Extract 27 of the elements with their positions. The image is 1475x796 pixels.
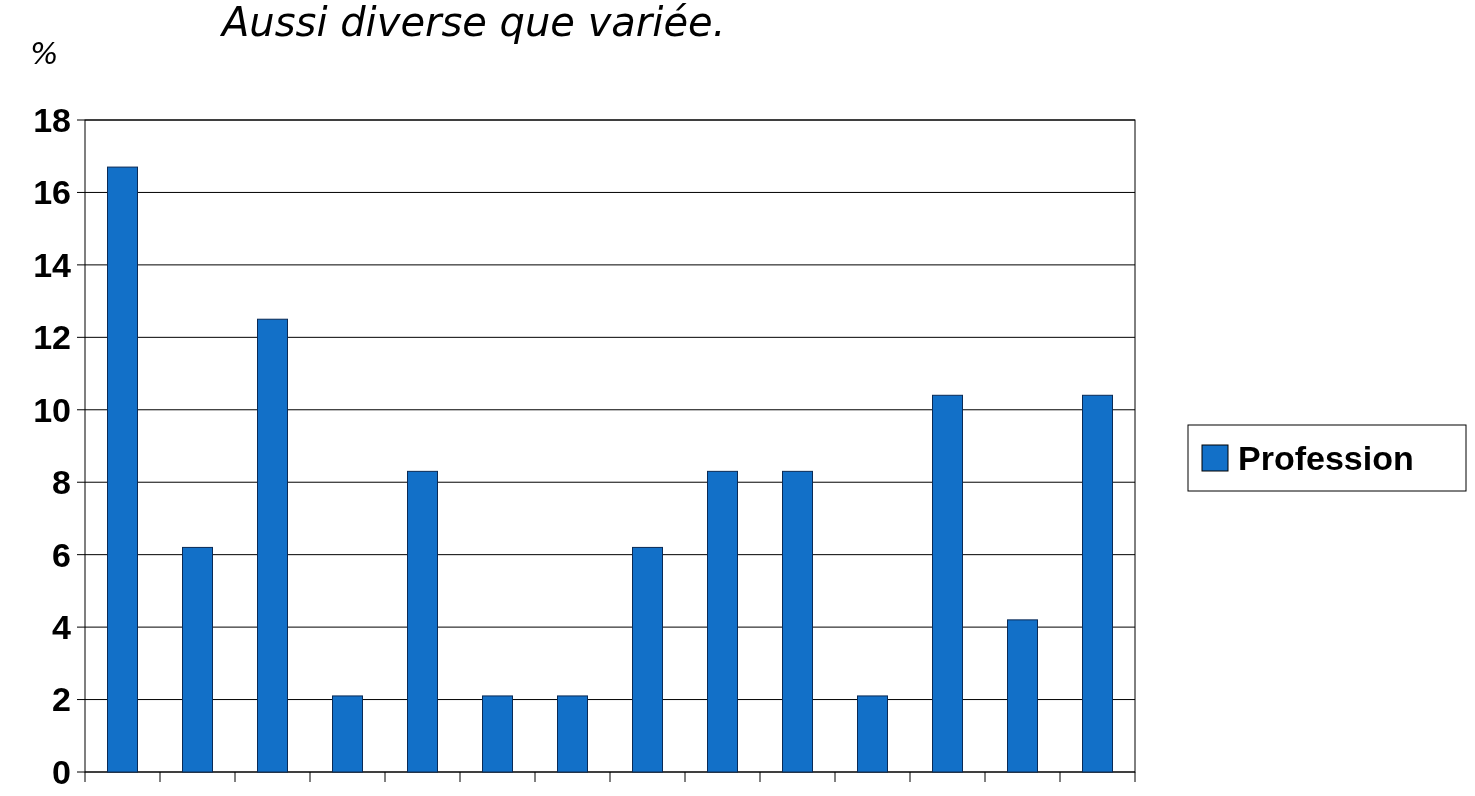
bar — [632, 546, 663, 773]
bar — [482, 695, 513, 773]
bar — [707, 470, 738, 773]
chart-title: Aussi diverse que variée. — [219, 0, 726, 45]
y-tick-label: 2 — [52, 680, 71, 719]
y-tick-label: 6 — [52, 535, 71, 574]
bar — [1007, 619, 1038, 773]
bar — [1082, 394, 1113, 773]
bar — [407, 470, 438, 773]
y-tick-label: 16 — [33, 173, 71, 212]
bar — [557, 695, 588, 773]
y-tick-label: 14 — [33, 245, 72, 284]
legend-label: Profession — [1238, 438, 1414, 477]
y-tick-label: 12 — [33, 318, 71, 357]
bar — [257, 318, 288, 773]
y-tick-label: 10 — [33, 390, 71, 429]
y-tick-label: 0 — [52, 752, 71, 791]
y-tick-label: 18 — [33, 100, 71, 139]
bar — [182, 546, 213, 773]
bar — [332, 695, 363, 773]
y-tick-label: 8 — [52, 463, 71, 502]
bar — [107, 166, 138, 773]
bar — [857, 695, 888, 773]
y-axis-title: % — [30, 36, 59, 71]
y-tick-label: 4 — [52, 608, 72, 647]
bar — [932, 394, 963, 773]
bar — [782, 470, 813, 773]
